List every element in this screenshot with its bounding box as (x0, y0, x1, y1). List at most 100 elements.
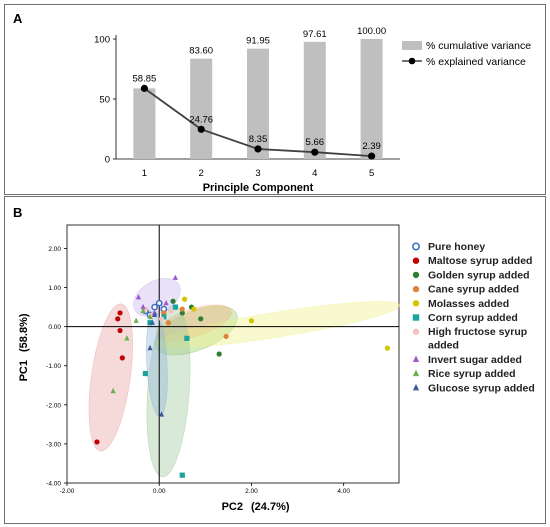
scatter-point (172, 304, 178, 310)
y-tick-label: 0.00 (48, 324, 61, 331)
legend-marker-explained (408, 57, 416, 65)
panel-label-a: A (13, 11, 23, 26)
x-axis-title-b: PC2 (222, 501, 243, 513)
x-axis-variance: (24.7%) (251, 501, 290, 513)
scatter-point (163, 299, 169, 306)
scatter-point (198, 316, 204, 322)
explained-variance-point (254, 145, 262, 153)
legend-label: Maltose syrup added (428, 255, 532, 267)
legend-label: Corn syrup added (428, 312, 518, 324)
x-axis-title: Principle Component (203, 182, 314, 194)
scatter-point (165, 320, 172, 326)
legend-label: Golden syrup added (428, 269, 530, 281)
explained-variance-point (197, 125, 205, 133)
cumulative-variance-label: 97.61 (303, 29, 327, 40)
scatter-point (152, 311, 158, 317)
cumulative-variance-bar (133, 88, 156, 159)
scatter-point (179, 306, 185, 312)
explained-variance-label: 5.66 (306, 137, 325, 148)
explained-variance-point (140, 84, 148, 92)
scatter-point (142, 370, 148, 377)
scatter-point (161, 310, 167, 316)
scatter-point (172, 274, 178, 280)
explained-variance-label: 2.39 (362, 141, 381, 152)
explained-variance-label: 24.76 (189, 114, 213, 125)
legend-marker (412, 300, 420, 307)
panel-a-scree-chart: A 83.60 91.95 97.61 100.00 58.85 24.76 8.35 5.… (4, 4, 546, 195)
y-axis-title-group: PC1 (58.8%) (18, 313, 30, 381)
cumulative-variance-bar (247, 48, 269, 159)
cumulative-variance-label: 100.00 (357, 26, 386, 37)
explained-variance-label: 58.85 (133, 73, 157, 84)
cumulative-variance-bar (360, 39, 383, 159)
scatter-point (179, 310, 185, 316)
panel-b-pca-scatter: B -2.00 0.00 2.00 4.00 2.00 1.00 0.00 -1.00 -2.0… (4, 196, 546, 524)
scatter-point (149, 319, 155, 325)
zero-axis-group (67, 225, 399, 483)
scatter-point (147, 313, 153, 319)
y-axis-title-b: PC1 (18, 360, 30, 381)
confidence-ellipse (154, 305, 238, 356)
scatter-point (140, 307, 146, 314)
scatter-point (117, 327, 123, 334)
y-tick-label: -4.00 (46, 481, 61, 488)
legend-label: Invert sugar added (428, 354, 522, 366)
y-tick-label: -1.00 (46, 363, 61, 370)
scatter-point (158, 411, 165, 417)
y-tick-label: -2.00 (46, 402, 61, 409)
legend-label: Glucose syrup added (428, 382, 535, 394)
x-tick-label: 5 (369, 168, 374, 179)
legend-b: Pure honey Maltose syrup added Golden syru… (411, 241, 535, 394)
x-tick-label: -2.00 (60, 488, 75, 495)
confidence-ellipse (88, 303, 133, 452)
scatter-point (133, 317, 139, 323)
legend-label: Pure honey (428, 241, 485, 253)
confidence-ellipse-group (88, 277, 401, 478)
scatter-point (181, 296, 188, 302)
scatter-point (248, 318, 255, 324)
y-tick-label: 2.00 (48, 246, 61, 253)
legend-marker (412, 271, 420, 279)
scatter-point (147, 344, 153, 351)
x-tick-label: 4 (312, 168, 317, 179)
legend-marker (412, 384, 420, 391)
x-tick-label: 4.00 (337, 488, 350, 495)
scatter-point (94, 439, 100, 445)
scatter-point (135, 294, 142, 300)
legend-label: added (428, 340, 459, 352)
y-tick-label: 100 (94, 35, 110, 46)
scatter-point (216, 351, 222, 357)
scree-chart-svg: A 83.60 91.95 97.61 100.00 58.85 24.76 8.35 5.… (13, 11, 531, 194)
scatter-tick-group: -2.00 0.00 2.00 4.002.001.000.00-1.00-2.00-… (46, 246, 350, 495)
scatter-points-group (94, 274, 391, 478)
scatter-point (161, 314, 167, 320)
scatter-point (119, 355, 125, 361)
x-tick-label: 0.00 (153, 488, 166, 495)
y-axis-variance: (58.8%) (18, 313, 30, 352)
bar-group: 83.60 91.95 97.61 100.00 (133, 26, 386, 160)
legend-marker (412, 369, 420, 377)
x-tick-label: 2 (199, 168, 204, 179)
scatter-point (155, 299, 163, 307)
cumulative-variance-label: 91.95 (246, 36, 270, 47)
legend-label-explained: % explained variance (426, 56, 526, 68)
legend-swatch-cumulative (402, 41, 422, 50)
scatter-point (191, 306, 197, 312)
scatter-point (179, 472, 185, 478)
x-tick-label: 3 (255, 168, 260, 179)
scatter-point (384, 345, 391, 351)
scatter-point (151, 303, 159, 311)
scatter-point (115, 316, 121, 322)
legend-marker (412, 285, 420, 293)
legend-marker (412, 328, 420, 335)
legend-marker (412, 257, 420, 264)
explained-variance-point (368, 152, 376, 160)
scatter-point (158, 316, 165, 322)
panel-label-b: B (13, 205, 22, 220)
explained-variance-point (311, 148, 319, 156)
explained-variance-line-group: 58.85 24.76 8.35 5.66 2.39 (133, 73, 381, 160)
scatter-point (170, 298, 176, 304)
legend-label: Rice syrup added (428, 368, 516, 380)
scatter-point (168, 308, 174, 314)
legend-marker (412, 314, 420, 321)
